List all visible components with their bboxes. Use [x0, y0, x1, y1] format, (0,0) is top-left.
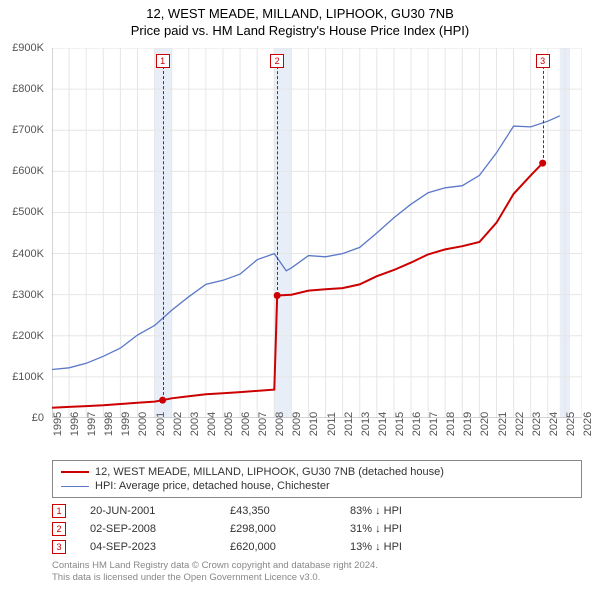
x-tick-label: 2026 [582, 412, 594, 436]
x-tick-label: 2022 [514, 412, 526, 436]
x-tick-label: 2005 [223, 412, 235, 436]
attribution-line-2: This data is licensed under the Open Gov… [52, 572, 582, 584]
x-tick-label: 1999 [120, 412, 132, 436]
sale-diff: 13% ↓ HPI [350, 541, 470, 553]
legend-label: HPI: Average price, detached house, Chic… [95, 480, 330, 492]
x-tick-label: 2013 [360, 412, 372, 436]
y-axis: £0£100K£200K£300K£400K£500K£600K£700K£80… [2, 48, 48, 418]
y-tick-label: £100K [12, 371, 44, 383]
x-tick-label: 1995 [52, 412, 64, 436]
x-tick-label: 2008 [274, 412, 286, 436]
chart-container: 12, WEST MEADE, MILLAND, LIPHOOK, GU30 7… [0, 0, 600, 590]
x-axis: 1995199619971998199920002001200220032004… [52, 420, 582, 460]
x-tick-label: 2023 [531, 412, 543, 436]
legend-item: 12, WEST MEADE, MILLAND, LIPHOOK, GU30 7… [61, 465, 573, 479]
sales-table: 1 20-JUN-2001£43,35083% ↓ HPI 2 02-SEP-2008… [52, 502, 582, 556]
x-tick-label: 2003 [189, 412, 201, 436]
x-tick-label: 2024 [548, 412, 560, 436]
x-tick-label: 2000 [137, 412, 149, 436]
x-tick-label: 2006 [240, 412, 252, 436]
sale-marker-icon: 3 [52, 540, 66, 554]
x-tick-label: 2014 [377, 412, 389, 436]
sale-marker-icon: 1 [52, 504, 66, 518]
attribution: Contains HM Land Registry data © Crown c… [52, 560, 582, 584]
sale-date: 02-SEP-2008 [90, 523, 230, 535]
x-tick-label: 2015 [394, 412, 406, 436]
sale-price: £298,000 [230, 523, 350, 535]
sale-row: 2 02-SEP-2008£298,00031% ↓ HPI [52, 520, 582, 538]
x-tick-label: 2012 [343, 412, 355, 436]
chart-svg [52, 48, 582, 418]
legend-swatch [61, 471, 89, 473]
x-tick-label: 2019 [462, 412, 474, 436]
x-tick-label: 2009 [291, 412, 303, 436]
x-tick-label: 2004 [206, 412, 218, 436]
x-tick-label: 2017 [428, 412, 440, 436]
legend-item: HPI: Average price, detached house, Chic… [61, 479, 573, 493]
x-tick-label: 2001 [155, 412, 167, 436]
sale-marker-icon: 2 [52, 522, 66, 536]
x-tick-label: 2007 [257, 412, 269, 436]
legend-label: 12, WEST MEADE, MILLAND, LIPHOOK, GU30 7… [95, 466, 444, 478]
x-tick-label: 2011 [326, 412, 338, 436]
x-tick-label: 2002 [172, 412, 184, 436]
sale-price: £620,000 [230, 541, 350, 553]
sale-diff: 31% ↓ HPI [350, 523, 470, 535]
sale-date: 04-SEP-2023 [90, 541, 230, 553]
x-tick-label: 2016 [411, 412, 423, 436]
x-tick-label: 2020 [479, 412, 491, 436]
legend-swatch [61, 486, 89, 487]
attribution-line-1: Contains HM Land Registry data © Crown c… [52, 560, 582, 572]
x-tick-label: 1996 [69, 412, 81, 436]
x-tick-label: 2025 [565, 412, 577, 436]
plot-area: 123 [52, 48, 582, 418]
sale-diff: 83% ↓ HPI [350, 505, 470, 517]
x-tick-label: 1998 [103, 412, 115, 436]
sale-row: 3 04-SEP-2023£620,00013% ↓ HPI [52, 538, 582, 556]
x-tick-label: 2018 [445, 412, 457, 436]
x-tick-label: 1997 [86, 412, 98, 436]
x-tick-label: 2021 [497, 412, 509, 436]
title-line-2: Price paid vs. HM Land Registry's House … [0, 23, 600, 40]
y-tick-label: £300K [12, 289, 44, 301]
x-tick-label: 2010 [308, 412, 320, 436]
y-tick-label: £0 [32, 412, 44, 424]
title-line-1: 12, WEST MEADE, MILLAND, LIPHOOK, GU30 7… [0, 6, 600, 23]
y-tick-label: £600K [12, 165, 44, 177]
sale-row: 1 20-JUN-2001£43,35083% ↓ HPI [52, 502, 582, 520]
y-tick-label: £500K [12, 206, 44, 218]
chart-title: 12, WEST MEADE, MILLAND, LIPHOOK, GU30 7… [0, 0, 600, 40]
sale-price: £43,350 [230, 505, 350, 517]
y-tick-label: £200K [12, 330, 44, 342]
y-tick-label: £700K [12, 124, 44, 136]
y-tick-label: £400K [12, 248, 44, 260]
legend: 12, WEST MEADE, MILLAND, LIPHOOK, GU30 7… [52, 460, 582, 498]
sale-date: 20-JUN-2001 [90, 505, 230, 517]
y-tick-label: £800K [12, 83, 44, 95]
y-tick-label: £900K [12, 42, 44, 54]
